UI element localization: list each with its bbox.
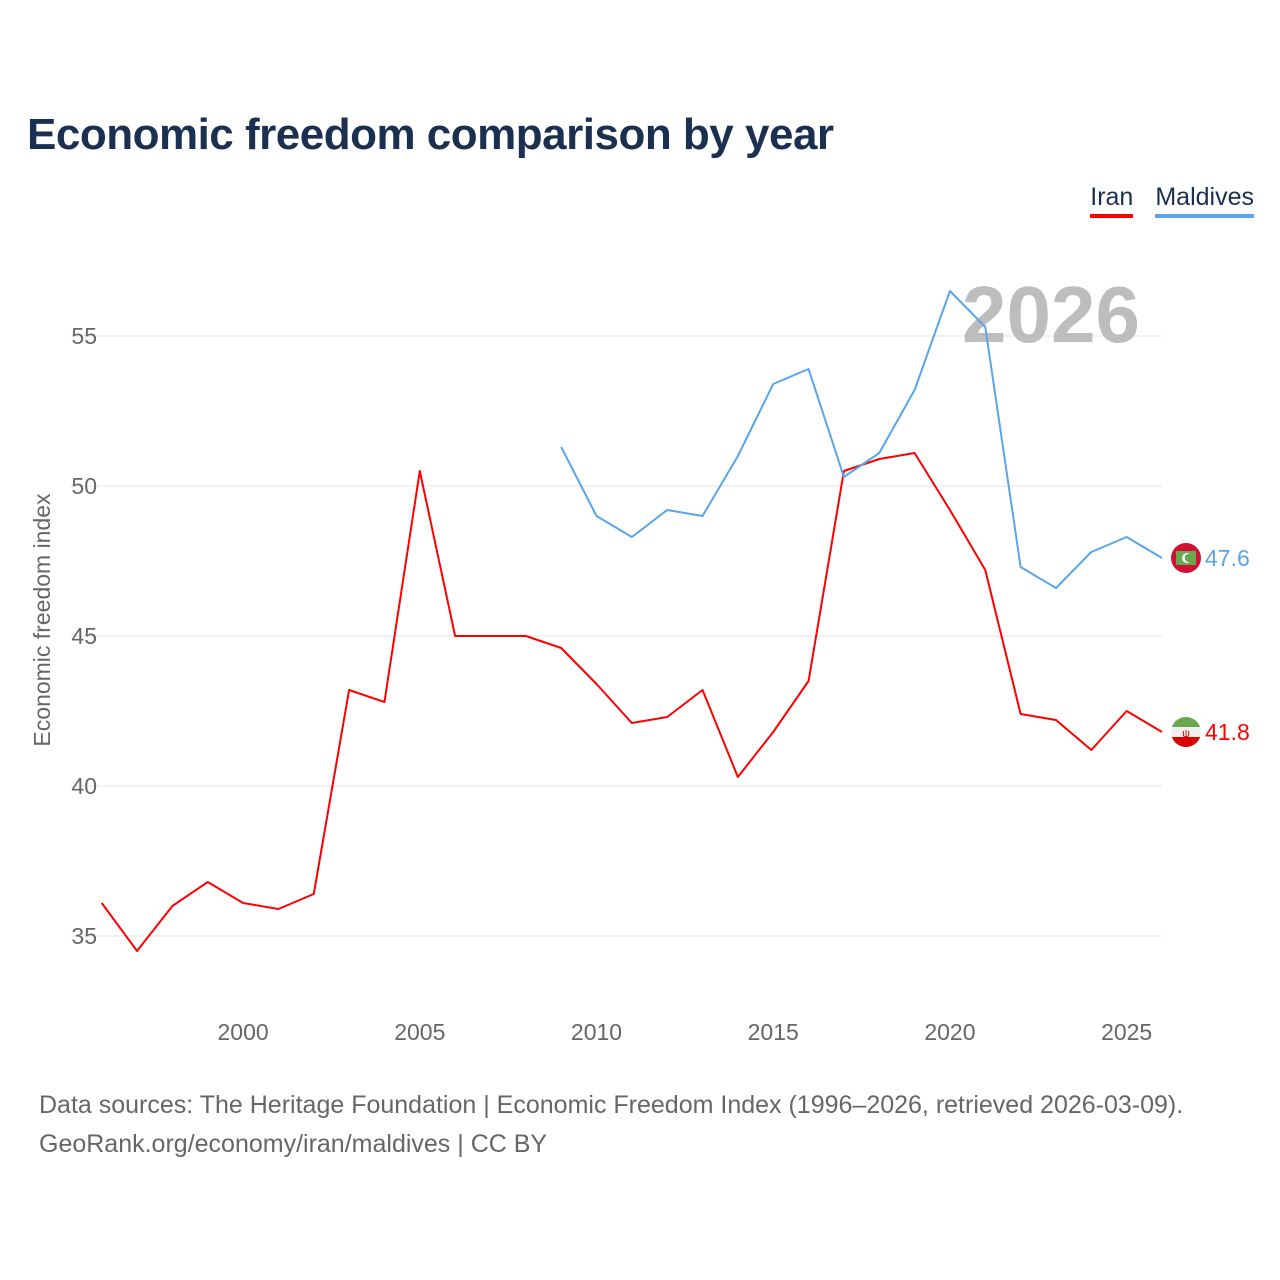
series-line-maldives xyxy=(560,290,1163,589)
x-tick-label: 2025 xyxy=(1101,1019,1152,1045)
y-tick-label: 40 xyxy=(71,773,97,799)
flag-maldives-icon xyxy=(1171,543,1201,573)
x-tick-label: 2010 xyxy=(571,1019,622,1045)
footer-link[interactable]: GeoRank.org/economy/iran/maldives | CC B… xyxy=(39,1130,548,1158)
crescent-cut xyxy=(1184,553,1194,563)
y-tick-label: 50 xyxy=(71,473,97,499)
footer-source: Data sources: The Heritage Foundation | … xyxy=(39,1086,1183,1164)
legend: Iran Maldives xyxy=(1090,183,1254,218)
legend-item-iran[interactable]: Iran xyxy=(1090,183,1134,218)
end-value-label-maldives: 47.6 xyxy=(1205,545,1250,571)
x-tick-label: 2000 xyxy=(217,1019,268,1045)
emblem: ψ xyxy=(1182,728,1190,740)
series-line-iran xyxy=(100,452,1163,952)
y-tick-label: 45 xyxy=(71,623,97,649)
legend-item-maldives[interactable]: Maldives xyxy=(1155,183,1254,218)
y-tick-label: 55 xyxy=(71,323,97,349)
flag-green xyxy=(1171,717,1201,727)
flag-white xyxy=(1171,727,1201,737)
chart-title: Economic freedom comparison by year xyxy=(27,110,834,159)
x-tick-label: 2020 xyxy=(924,1019,975,1045)
flag-red xyxy=(1171,737,1201,747)
y-axis-label: Economic freedom index xyxy=(29,493,55,747)
x-tick-label: 2015 xyxy=(748,1019,799,1045)
x-tick-label: 2005 xyxy=(394,1019,445,1045)
y-tick-label: 35 xyxy=(71,923,97,949)
footer-sources-text: Data sources: The Heritage Foundation | … xyxy=(39,1091,1184,1119)
current-year-watermark: 2026 xyxy=(962,270,1140,359)
end-value-label-iran: 41.8 xyxy=(1205,719,1250,745)
flag-iran-icon: ψ xyxy=(1171,717,1201,747)
flag-clip xyxy=(1171,717,1201,747)
